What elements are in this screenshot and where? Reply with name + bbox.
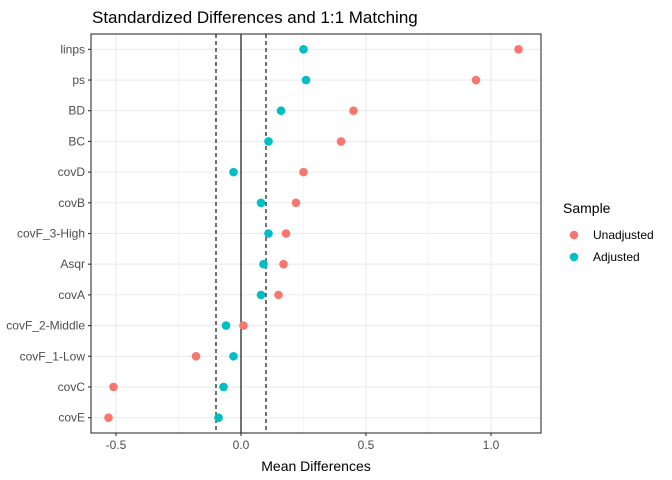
unadjusted-point (299, 167, 308, 177)
x-tick-label: 0.0 (233, 438, 250, 452)
legend-label-unadjusted: Unadjusted (593, 228, 654, 242)
y-tick-label: linps (60, 42, 85, 56)
unadjusted-point (471, 75, 481, 85)
adjusted-point (219, 382, 228, 392)
x-tick-label: 0.5 (358, 438, 375, 452)
y-tick-label: covD (58, 165, 86, 179)
legend-label-adjusted: Adjusted (593, 250, 640, 264)
y-tick-label: covF_3-High (17, 227, 85, 241)
unadjusted-point (514, 45, 523, 54)
y-tick-label: Asqr (60, 257, 85, 271)
x-axis-title: Mean Differences (261, 458, 370, 474)
y-tick-label: BD (68, 104, 85, 118)
x-tick-label: 1.0 (483, 438, 500, 452)
adjusted-point (229, 167, 238, 177)
x-axis: -0.5 0.0 0.5 1.0 (106, 433, 500, 452)
unadjusted-point (109, 382, 118, 392)
unadjusted-point (291, 198, 301, 208)
unadjusted-point (281, 229, 291, 238)
y-tick-label: covA (58, 288, 85, 302)
adjusted-point (259, 259, 268, 269)
y-tick-label: BC (68, 134, 85, 148)
y-axis: linps ps BD BC covD covB covF_3-High Asqr covA co… (6, 42, 91, 425)
y-tick-label: covE (58, 411, 85, 425)
y-tick-label: covF_1-Low (20, 349, 86, 363)
unadjusted-point (274, 290, 283, 300)
unadjusted-point (191, 351, 201, 361)
chart-title: Standardized Differences and 1:1 Matchin… (92, 8, 418, 27)
y-tick-label: ps (72, 73, 85, 87)
adjusted-point (229, 351, 238, 361)
adjusted-point (256, 290, 266, 300)
legend: Sample Unadjusted Adjusted (563, 200, 654, 264)
y-tick-label: covB (58, 196, 85, 210)
adjusted-point (301, 75, 311, 85)
adjusted-point (214, 413, 223, 422)
adjusted-point (221, 321, 231, 330)
unadjusted-point (239, 321, 248, 330)
legend-key-adjusted (569, 252, 579, 262)
unadjusted-point (336, 137, 346, 146)
unadjusted-point (279, 259, 288, 269)
y-tick-label: covC (58, 380, 86, 394)
adjusted-point (264, 229, 273, 238)
unadjusted-point (104, 413, 113, 422)
legend-title: Sample (563, 200, 611, 216)
y-tick-label: covF_2-Middle (6, 319, 85, 333)
adjusted-point (264, 137, 273, 146)
legend-key-unadjusted (569, 230, 579, 240)
adjusted-point (256, 198, 266, 208)
adjusted-point (276, 106, 286, 116)
plot-panel (90, 33, 542, 434)
x-tick-label: -0.5 (106, 438, 127, 452)
unadjusted-point (349, 106, 358, 116)
adjusted-point (299, 45, 308, 54)
